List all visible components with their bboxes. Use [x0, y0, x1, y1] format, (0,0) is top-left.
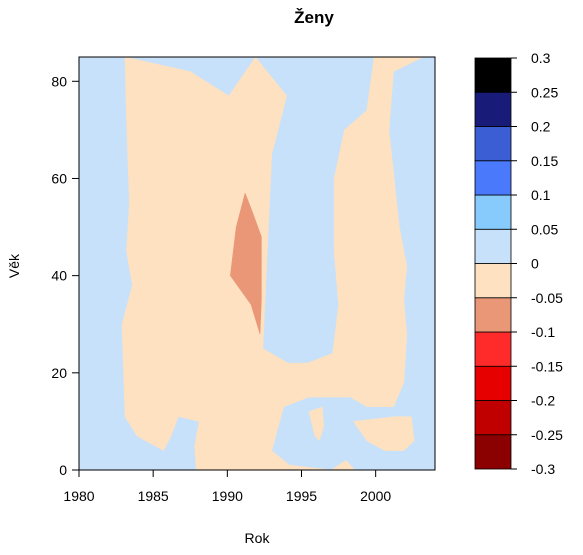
contour-region-1 [121, 57, 424, 470]
legend-tick-label: 0.1 [531, 187, 551, 203]
legend-tick-label: -0.25 [531, 427, 563, 443]
x-axis: 1980 1985 1990 1995 2000 [63, 470, 391, 504]
y-tick-label: 80 [51, 73, 67, 89]
x-tick-label: 2000 [360, 488, 391, 504]
x-axis-label: Rok [245, 530, 271, 546]
y-tick-label: 0 [59, 462, 67, 478]
legend-swatch [474, 434, 512, 470]
legend-swatch [474, 365, 512, 401]
color-legend: -0.3 -0.25 -0.2 -0.15 -0.1 -0.05 0 0.05 0.1 0.15 0… [474, 50, 563, 477]
legend-tick-label: -0.15 [531, 358, 563, 374]
legend-tick-label: 0.3 [531, 50, 551, 66]
y-tick-label: 40 [51, 268, 67, 284]
contour-region-6 [230, 192, 262, 335]
legend-tick-label: -0.1 [531, 324, 555, 340]
legend-swatch [474, 297, 512, 333]
y-axis: 0 20 40 60 80 [51, 73, 79, 478]
x-tick-label: 1990 [212, 488, 243, 504]
legend-swatch [474, 263, 512, 299]
legend-swatch [474, 331, 512, 367]
legend-swatch [474, 194, 512, 230]
legend-swatch [474, 91, 512, 127]
x-tick-label: 1985 [138, 488, 169, 504]
legend-swatch [474, 160, 512, 196]
legend-tick-label: -0.3 [531, 461, 555, 477]
legend-swatch [474, 57, 512, 93]
plot-frame [78, 56, 436, 471]
contour-region-3 [308, 406, 325, 442]
legend-tick-label: 0 [531, 256, 539, 272]
contour-region-2 [27, 57, 39, 164]
legend-tick-label: -0.2 [531, 393, 555, 409]
legend-tick-label: -0.05 [531, 290, 563, 306]
y-tick-label: 20 [51, 365, 67, 381]
y-tick-label: 60 [51, 170, 67, 186]
legend-tick-label: 0.2 [531, 119, 551, 135]
legend-swatch [474, 400, 512, 436]
legend-tick-label: 0.15 [531, 153, 558, 169]
legend-tick-label: 0.05 [531, 221, 558, 237]
legend-swatch [474, 126, 512, 162]
x-tick-label: 1995 [286, 488, 317, 504]
contour-region-5 [330, 459, 356, 470]
contour-region-4 [352, 416, 415, 451]
contour-region-7 [289, 241, 293, 281]
x-tick-label: 1980 [63, 488, 94, 504]
y-axis-label: Věk [6, 253, 22, 278]
legend-swatch [474, 228, 512, 264]
chart-title: Ženy [294, 8, 334, 27]
contour-regions [27, 57, 424, 470]
legend-tick-label: 0.25 [531, 84, 558, 100]
